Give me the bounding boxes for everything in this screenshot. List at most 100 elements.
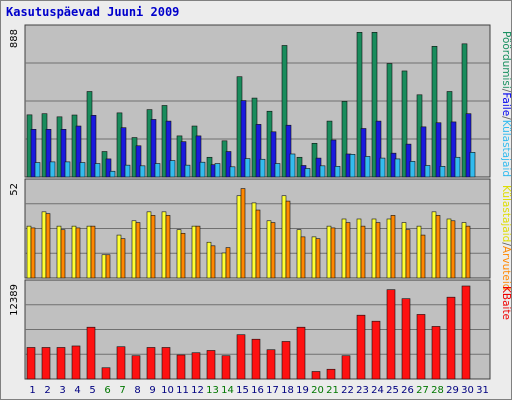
bar-middle-külastajaid-day-23	[356, 218, 362, 279]
bar-top-külastajaid-day-15	[244, 158, 251, 178]
bar-middle-külastajaid-day-11	[176, 229, 182, 279]
bar-top-külastajaid-day-14	[229, 166, 236, 178]
panel-top-legend: Pöördumisi/Faile/Külastajaid	[500, 31, 512, 177]
bar-top-külastajaid-day-19	[304, 168, 311, 178]
bar-top-faile-day-17	[270, 131, 277, 178]
bar-middle-arvuteid-day-3	[60, 229, 66, 279]
day-label-9: 9	[149, 385, 155, 396]
bar-bottom-kbaite-day-15	[236, 334, 246, 380]
bar-bottom-kbaite-day-18	[281, 341, 291, 380]
bar-top-faile-day-27	[420, 126, 427, 178]
day-label-20: 20	[311, 385, 324, 396]
bar-middle-arvuteid-day-25	[390, 215, 396, 279]
bar-bottom-kbaite-day-29	[446, 296, 456, 380]
day-label-14: 14	[221, 385, 234, 396]
legend-entry: KBaite	[500, 286, 512, 320]
bar-top-pöördumisi-day-23	[356, 32, 363, 178]
legend-entry: Arvuteid	[500, 246, 512, 291]
bar-bottom-kbaite-day-9	[146, 347, 156, 380]
day-label-17: 17	[266, 385, 279, 396]
bar-bottom-kbaite-day-28	[431, 326, 441, 380]
bar-middle-külastajaid-day-8	[131, 220, 137, 279]
bar-middle-arvuteid-day-12	[195, 225, 201, 279]
bar-top-külastajaid-day-30	[469, 152, 476, 178]
bar-middle-arvuteid-day-14	[225, 247, 231, 279]
day-label-24: 24	[371, 385, 384, 396]
panel-bottom-ymax-label: 12389	[9, 284, 20, 316]
bar-top-külastajaid-day-2	[49, 161, 56, 178]
bar-top-külastajaid-day-12	[199, 161, 206, 178]
chart-title: Kasutuspäevad Juuni 2009	[6, 5, 180, 19]
bar-bottom-kbaite-day-30	[461, 285, 471, 380]
bar-top-faile-day-9	[150, 119, 157, 178]
bar-bottom-kbaite-day-21	[326, 368, 336, 380]
bar-top-pöördumisi-day-28	[431, 45, 438, 178]
bar-bottom-kbaite-day-14	[221, 355, 231, 380]
bar-middle-arvuteid-day-9	[150, 215, 156, 279]
bar-bottom-kbaite-day-6	[101, 367, 111, 380]
bar-bottom-kbaite-day-1	[26, 347, 36, 380]
day-label-11: 11	[176, 385, 189, 396]
bar-middle-arvuteid-day-29	[450, 220, 456, 279]
bar-middle-arvuteid-day-11	[180, 232, 186, 279]
bar-top-pöördumisi-day-18	[281, 45, 288, 178]
day-label-28: 28	[431, 385, 444, 396]
bar-middle-külastajaid-day-7	[116, 234, 122, 279]
bar-middle-külastajaid-day-5	[86, 225, 92, 279]
bar-top-faile-day-12	[195, 135, 202, 178]
bar-top-faile-day-18	[285, 124, 292, 178]
bar-top-faile-day-30	[465, 113, 472, 178]
bar-bottom-kbaite-day-7	[116, 346, 126, 380]
bar-middle-arvuteid-day-2	[45, 213, 51, 279]
legend-entry: Faile	[500, 92, 512, 116]
bar-middle-külastajaid-day-26	[401, 222, 407, 279]
day-label-19: 19	[296, 385, 309, 396]
day-label-26: 26	[401, 385, 414, 396]
bar-bottom-kbaite-day-4	[71, 345, 81, 380]
bar-bottom-kbaite-day-10	[161, 347, 171, 380]
bar-top-külastajaid-day-16	[259, 158, 266, 178]
bar-top-külastajaid-day-18	[289, 153, 296, 178]
bar-bottom-kbaite-day-24	[371, 320, 381, 380]
bar-middle-arvuteid-day-7	[120, 238, 126, 279]
bar-middle-külastajaid-day-30	[461, 222, 467, 279]
bar-bottom-kbaite-day-23	[356, 314, 366, 380]
bar-top-pöördumisi-day-25	[386, 63, 393, 178]
bar-bottom-kbaite-day-2	[41, 347, 51, 380]
legend-entry: /	[500, 89, 512, 93]
bar-top-faile-day-16	[255, 124, 262, 178]
bar-middle-külastajaid-day-6	[101, 254, 107, 279]
bar-top-faile-day-5	[90, 115, 97, 178]
day-label-12: 12	[191, 385, 204, 396]
bar-top-külastajaid-day-7	[124, 164, 131, 178]
bar-bottom-kbaite-day-3	[56, 347, 66, 380]
bar-middle-arvuteid-day-17	[270, 222, 276, 279]
day-label-25: 25	[386, 385, 399, 396]
bar-top-külastajaid-day-4	[79, 162, 86, 178]
bar-top-faile-day-7	[120, 127, 127, 178]
bar-bottom-kbaite-day-17	[266, 349, 276, 380]
bar-top-faile-day-24	[375, 120, 382, 178]
bar-middle-arvuteid-day-13	[210, 245, 216, 279]
bar-top-faile-day-1	[30, 129, 37, 178]
bar-bottom-kbaite-day-11	[176, 354, 186, 380]
day-label-13: 13	[206, 385, 219, 396]
panel-top-ymax-label: 888	[9, 29, 20, 48]
bar-middle-arvuteid-day-4	[75, 227, 81, 279]
bar-middle-külastajaid-day-25	[386, 218, 392, 279]
bar-top-pöördumisi-day-26	[401, 70, 408, 178]
bar-middle-külastajaid-day-17	[266, 220, 272, 279]
bar-top-külastajaid-day-23	[364, 156, 371, 178]
bar-middle-arvuteid-day-23	[360, 225, 366, 279]
day-label-29: 29	[446, 385, 459, 396]
bar-top-külastajaid-day-21	[334, 166, 341, 178]
day-label-10: 10	[161, 385, 174, 396]
legend-entry: Külastajaid	[500, 185, 512, 242]
day-label-30: 30	[461, 385, 474, 396]
day-label-3: 3	[59, 385, 65, 396]
bar-top-faile-day-6	[105, 158, 112, 178]
panel-bottom-legend: KBaite	[500, 286, 512, 320]
day-label-31: 31	[476, 385, 489, 396]
bar-middle-arvuteid-day-18	[285, 200, 291, 279]
